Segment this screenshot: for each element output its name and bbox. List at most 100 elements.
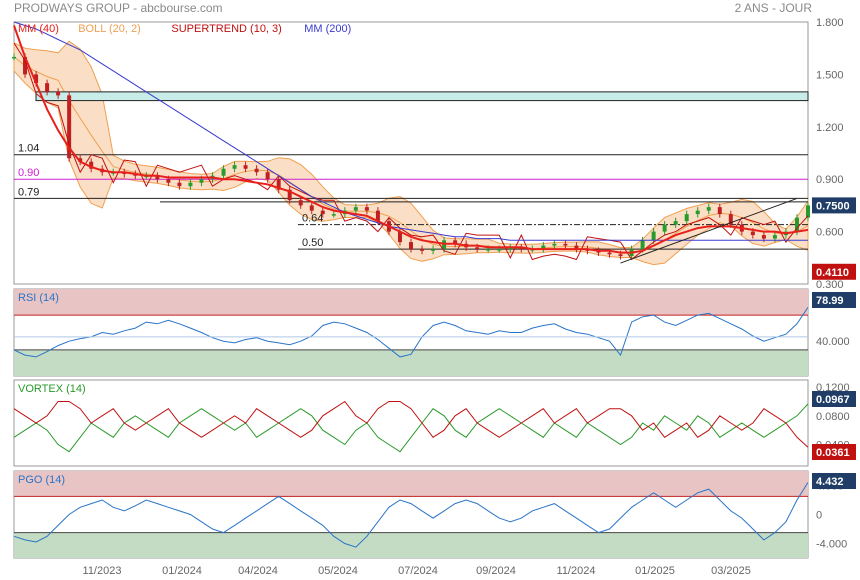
y-tick-label: 0.900 [816, 174, 844, 186]
legend-item: SUPERTREND (10, 3) [171, 23, 281, 35]
pgo-title: PGO (14) [18, 474, 65, 486]
rsi-title: RSI (14) [18, 292, 59, 304]
candle [34, 74, 39, 84]
candle [298, 200, 303, 206]
x-tick-label: 05/2024 [318, 565, 358, 577]
x-tick-label: 09/2024 [476, 565, 516, 577]
level-label: 0.50 [302, 237, 323, 249]
candle [717, 207, 722, 215]
rsi-overbought-zone [14, 289, 808, 316]
legend-item: BOLL (20, 2) [78, 23, 141, 35]
candle [397, 231, 402, 243]
candle [662, 224, 667, 232]
x-tick-label: 01/2025 [635, 565, 675, 577]
candle [375, 210, 380, 222]
level-label: 1.04 [18, 143, 39, 155]
trend-line [620, 197, 798, 264]
vortex-badge [812, 444, 856, 460]
candle [364, 207, 369, 211]
pgo-line [13, 482, 809, 548]
candle [188, 182, 193, 187]
candle [155, 175, 160, 180]
legend-item: MM (40) [18, 23, 59, 35]
x-tick-label: 11/2024 [557, 565, 596, 577]
candle [794, 217, 799, 232]
pgo-overbought-zone [14, 471, 808, 497]
candle [243, 165, 248, 169]
candle [287, 189, 292, 201]
candle [640, 240, 645, 250]
y-tick-label: 1.800 [816, 17, 844, 29]
timeframe-label: 2 ANS - JOUR [734, 1, 812, 15]
candle [475, 247, 480, 250]
vortex-line [13, 400, 809, 448]
x-tick-label: 01/2024 [162, 565, 202, 577]
y-tick-label: 0.300 [816, 279, 844, 291]
candle [618, 254, 623, 257]
candle [309, 205, 314, 211]
ma40-line [13, 25, 809, 254]
candle [177, 182, 182, 187]
x-tick-label: 07/2024 [398, 565, 438, 577]
pgo-badge [812, 473, 856, 489]
candle [552, 243, 557, 246]
y-tick-label: 1.200 [816, 122, 844, 134]
candle [497, 249, 502, 251]
price-badge [812, 263, 856, 280]
candle [232, 165, 237, 169]
level-label: 0.90 [18, 167, 39, 179]
x-tick-label: 03/2025 [711, 565, 751, 577]
candle [254, 168, 259, 173]
price-badge-label: 0.4110 [816, 267, 849, 279]
resistance-zone [35, 91, 809, 102]
candle [706, 207, 711, 211]
candle [353, 207, 358, 211]
price-badge-label: 0.7500 [816, 200, 850, 212]
page-title: PRODWAYS GROUP - abcbourse.com [14, 1, 223, 15]
candle [750, 231, 755, 236]
candle [89, 161, 94, 169]
candle [166, 179, 171, 183]
vortex-title: VORTEX (14) [18, 383, 86, 395]
candle [78, 158, 83, 162]
y-tick-label: 1.500 [816, 69, 844, 81]
price-badge [812, 197, 856, 214]
candle [695, 210, 700, 215]
candle [331, 214, 336, 216]
candle [45, 83, 50, 92]
y-tick-label: 0 [816, 510, 822, 522]
supertrend-line [13, 42, 809, 261]
y-tick-label: 0.600 [816, 227, 844, 239]
x-tick-label: 11/2023 [83, 565, 122, 577]
y-tick-label: 0.0800 [816, 411, 850, 423]
rsi-badge-label: 78.99 [816, 295, 844, 307]
vortex-badge-label: 0.0361 [816, 447, 850, 459]
candle [420, 249, 425, 251]
vortex-line [13, 403, 809, 453]
pgo-badge-label: 4.432 [816, 476, 844, 488]
vortex-badge-label: 0.0967 [816, 394, 850, 406]
candle [728, 214, 733, 225]
candle [56, 91, 61, 96]
candle [409, 242, 413, 250]
candle [806, 205, 810, 218]
candle [453, 240, 458, 244]
candle [761, 235, 766, 239]
x-tick-label: 04/2024 [238, 565, 278, 577]
ma200-line [13, 21, 808, 241]
rsi-line [13, 307, 809, 358]
pgo-oversold-zone [14, 532, 808, 558]
candle [772, 235, 777, 239]
candle [265, 172, 270, 180]
candle [320, 210, 325, 215]
candle [684, 214, 689, 222]
candle [651, 231, 656, 241]
candle [673, 221, 678, 225]
candle [12, 56, 16, 59]
vortex-badge [812, 391, 856, 407]
candle [541, 245, 546, 250]
y-tick-label: 40.000 [816, 336, 850, 348]
candle [276, 179, 281, 190]
rsi-badge [812, 292, 856, 308]
